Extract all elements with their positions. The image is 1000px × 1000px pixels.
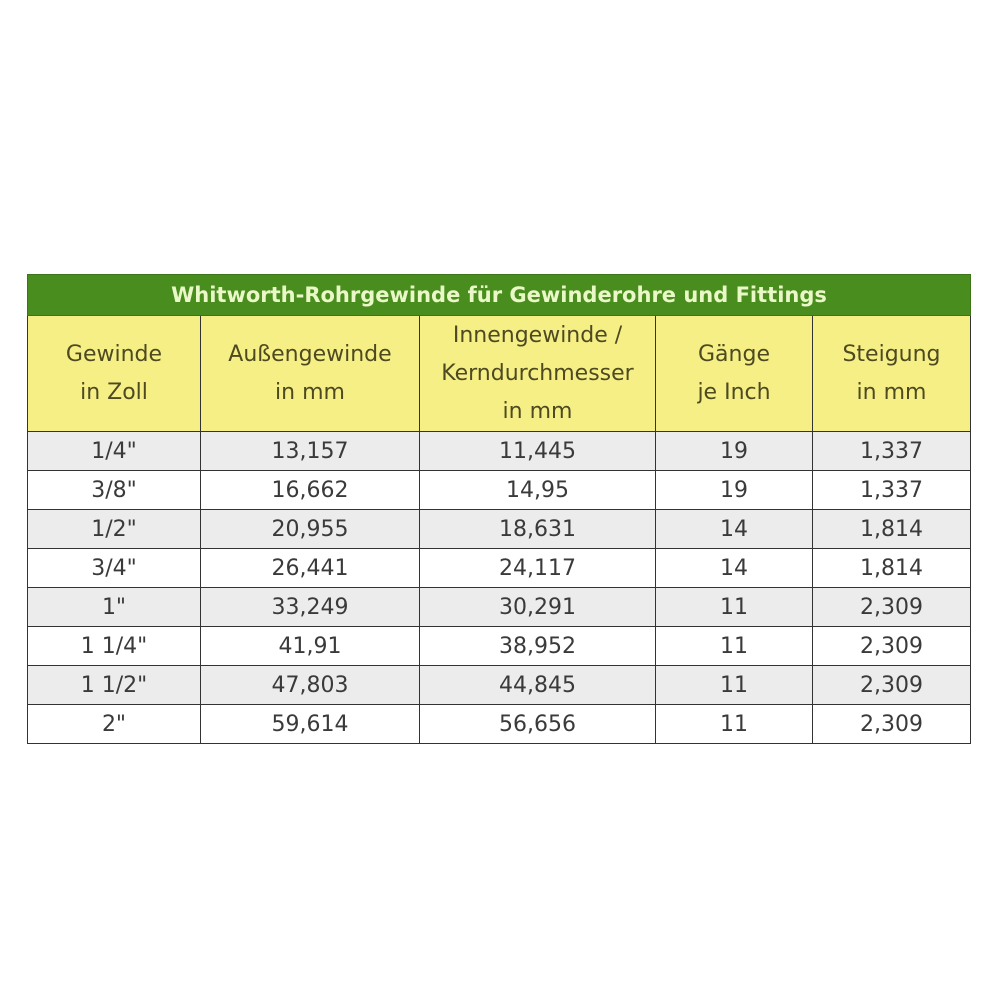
table-cell: 2,309 [811, 665, 972, 705]
table-cell: 19 [655, 431, 813, 471]
table-cell: 41,91 [200, 626, 420, 666]
column-header-line: Gänge [698, 341, 770, 367]
column-header: Außengewinde in mm [200, 315, 420, 432]
table-row: 1" 33,249 30,291 11 2,309 [27, 587, 972, 627]
table-row: 3/8" 16,662 14,95 19 1,337 [27, 470, 972, 510]
table-cell: 11 [655, 704, 813, 744]
table-row: 3/4" 26,441 24,117 14 1,814 [27, 548, 972, 588]
table-cell: 2,309 [811, 587, 972, 627]
table-row: 2" 59,614 56,656 11 2,309 [27, 704, 972, 744]
table-title: Whitworth-Rohrgewinde für Gewinderohre u… [26, 274, 972, 316]
table-body: 1/4" 13,157 11,445 19 1,337 3/8" 16,662 14,95 19… [27, 431, 972, 744]
header-row: Gewinde in Zoll Außengewinde in mm Innengewi… [27, 315, 972, 432]
table-cell: 59,614 [200, 704, 420, 744]
column-header-line: je Inch [697, 379, 771, 405]
table-row: 1 1/2" 47,803 44,845 11 2,309 [27, 665, 972, 705]
table-cell: 1" [27, 587, 201, 627]
table-cell: 11 [655, 626, 813, 666]
column-header-line: Steigung [842, 341, 941, 367]
column-header-line: in mm [856, 379, 927, 405]
table-cell: 47,803 [200, 665, 420, 705]
column-header-line: Kerndurchmesser [441, 360, 634, 386]
table-cell: 11,445 [419, 431, 656, 471]
column-header: Steigung in mm [811, 315, 972, 432]
table-cell: 56,656 [419, 704, 656, 744]
table-cell: 1,814 [811, 548, 972, 588]
column-header-line: in mm [502, 398, 573, 424]
table-cell: 14,95 [419, 470, 656, 510]
table-cell: 1,337 [811, 431, 972, 471]
table-cell: 11 [655, 587, 813, 627]
column-header-line: in mm [275, 379, 345, 405]
column-header: Gewinde in Zoll [27, 315, 201, 432]
table-cell: 19 [655, 470, 813, 510]
table-cell: 30,291 [419, 587, 656, 627]
table-cell: 1/2" [27, 509, 201, 549]
table-cell: 1 1/2" [27, 665, 201, 705]
thread-table: Whitworth-Rohrgewinde für Gewinderohre u… [26, 274, 972, 744]
table-cell: 13,157 [200, 431, 420, 471]
table-cell: 16,662 [200, 470, 420, 510]
table-cell: 20,955 [200, 509, 420, 549]
table-cell: 14 [655, 548, 813, 588]
column-header-line: Innengewinde / [452, 322, 623, 348]
table-cell: 2,309 [811, 704, 972, 744]
table-row: 1/4" 13,157 11,445 19 1,337 [27, 431, 972, 471]
table-cell: 1,337 [811, 470, 972, 510]
table-cell: 26,441 [200, 548, 420, 588]
table-cell: 14 [655, 509, 813, 549]
table-cell: 1,814 [811, 509, 972, 549]
table-cell: 3/4" [27, 548, 201, 588]
table-cell: 1/4" [27, 431, 201, 471]
table-cell: 24,117 [419, 548, 656, 588]
table-cell: 3/8" [27, 470, 201, 510]
table-cell: 38,952 [419, 626, 656, 666]
table-cell: 44,845 [419, 665, 656, 705]
table-cell: 2" [27, 704, 201, 744]
column-header-line: Außengewinde [228, 341, 392, 367]
table-cell: 2,309 [811, 626, 972, 666]
table-cell: 1 1/4" [27, 626, 201, 666]
column-header: Gänge je Inch [655, 315, 813, 432]
column-header-line: in Zoll [80, 379, 148, 405]
table-cell: 18,631 [419, 509, 656, 549]
table-row: 1 1/4" 41,91 38,952 11 2,309 [27, 626, 972, 666]
column-header-line: Gewinde [65, 341, 163, 367]
table-row: 1/2" 20,955 18,631 14 1,814 [27, 509, 972, 549]
column-header: Innengewinde / Kerndurchmesser in mm [419, 315, 656, 432]
table-cell: 11 [655, 665, 813, 705]
table-cell: 33,249 [200, 587, 420, 627]
